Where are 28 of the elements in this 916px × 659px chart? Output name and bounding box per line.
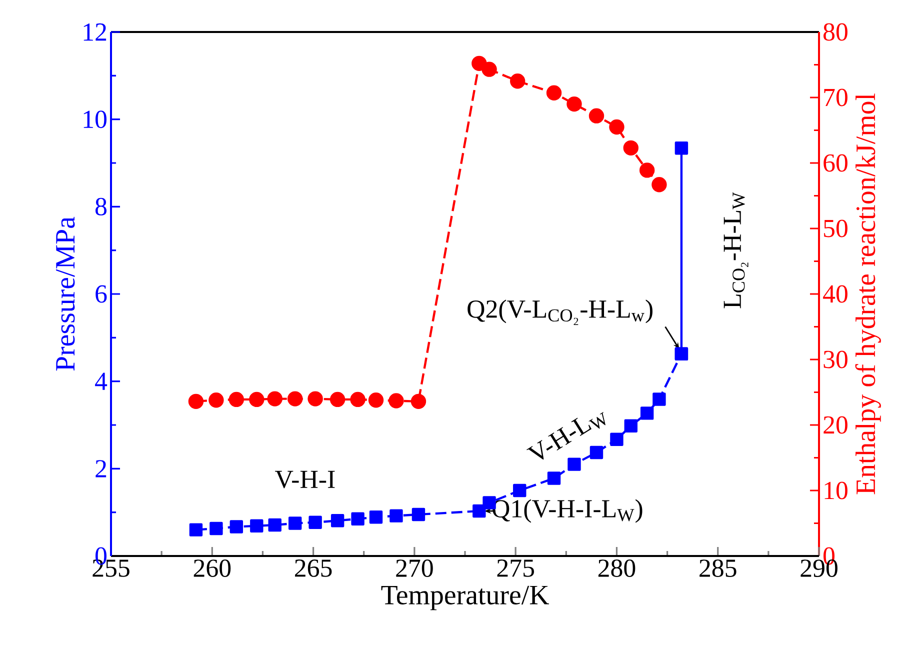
- y-tick-label: 2: [96, 460, 106, 478]
- annotation: V-H-I: [275, 470, 335, 488]
- y-tick-label: 8: [96, 198, 106, 216]
- y2-tick-label: 10: [824, 482, 848, 500]
- annotation: Q2(V-L$_{CO₂}$-H-L$_{w}$): [468, 300, 652, 326]
- y2-axis-title: Enthalpy of hydrate reaction/kJ/mol: [855, 94, 881, 494]
- x-tick-label: 285: [700, 560, 736, 577]
- y2-tick-label: 70: [824, 88, 848, 106]
- y2-tick-label: 60: [824, 154, 848, 172]
- x-axis-title: Temperature/K: [381, 586, 549, 610]
- y2-tick-label: 40: [823, 285, 848, 303]
- y-tick-label: 6: [96, 285, 107, 303]
- annotation: Q1(V-H-I-L$_{W}$): [492, 499, 642, 523]
- x-tick-label: 280: [598, 560, 636, 577]
- x-tick-label: 270: [396, 560, 433, 577]
- y-tick-label: 4: [95, 372, 108, 390]
- y2-tick-label: 50: [824, 220, 848, 238]
- annotation: V-H-L$_{W}$: [526, 412, 606, 460]
- y2-tick-label: 20: [824, 416, 848, 434]
- y-axis-title: Pressure/MPa: [56, 216, 75, 371]
- x-tick-label: 260: [194, 560, 231, 577]
- y2-tick-label: 80: [824, 23, 848, 41]
- y2-tick-label: 30: [824, 350, 848, 368]
- x-tick-label: 275: [497, 560, 534, 577]
- annotation: L$_{CO₂}$-H-L$_{W}$: [724, 192, 748, 308]
- x-tick-label: 265: [295, 560, 332, 577]
- y-tick-label: 12: [84, 23, 106, 41]
- y-tick-label: 10: [84, 110, 106, 128]
